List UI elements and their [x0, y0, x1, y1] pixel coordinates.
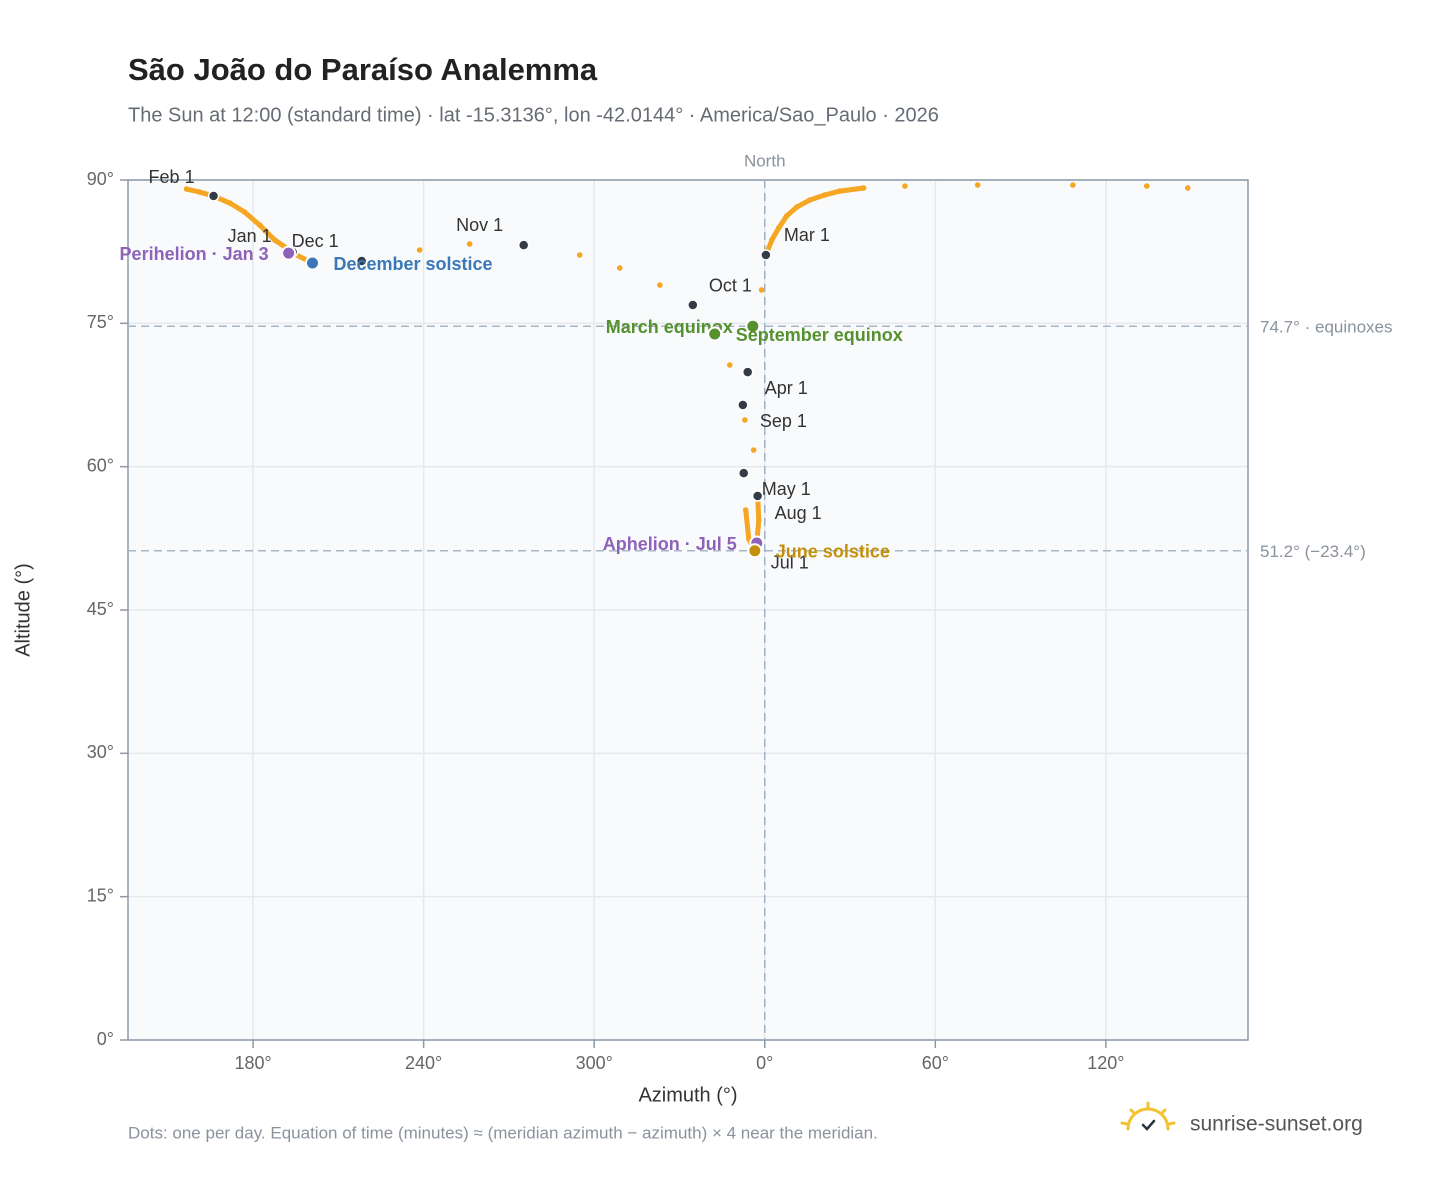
event-label: March equinox — [606, 317, 733, 337]
month-marker — [741, 366, 754, 378]
month-label: Feb 1 — [149, 167, 195, 187]
day-dot — [794, 204, 800, 210]
month-marker — [517, 239, 530, 251]
day-dot — [836, 188, 843, 194]
event-marker — [304, 255, 320, 271]
reference-label: 51.2° (−23.4°) — [1260, 542, 1366, 561]
month-label: Aug 1 — [775, 503, 822, 523]
x-tick-label: 180° — [234, 1053, 271, 1073]
day-dot — [902, 183, 908, 189]
day-dot — [758, 287, 765, 293]
month-marker — [687, 299, 699, 311]
event-label: December solstice — [333, 254, 492, 274]
day-dot — [466, 241, 473, 247]
day-dot — [750, 447, 757, 453]
day-dot — [1144, 183, 1150, 189]
event-marker — [281, 245, 297, 261]
day-dot — [726, 362, 733, 368]
chart-title: São João do Paraíso Analemma — [128, 52, 598, 87]
month-label: Dec 1 — [292, 231, 339, 251]
day-dot — [616, 265, 623, 271]
brand-logo — [1120, 1101, 1176, 1131]
day-dot — [769, 237, 775, 243]
y-axis-label: Altitude (°) — [12, 563, 34, 657]
month-label: Mar 1 — [784, 225, 830, 245]
x-tick-label: 60° — [922, 1053, 949, 1073]
month-label: Sep 1 — [760, 411, 807, 431]
x-axis-label: Azimuth (°) — [638, 1084, 737, 1106]
day-dot — [226, 200, 233, 206]
y-tick-label: 45° — [87, 599, 114, 619]
path-segment — [242, 209, 263, 228]
day-dot — [271, 237, 278, 243]
y-tick-label: 60° — [87, 455, 114, 475]
day-dot — [256, 222, 263, 228]
meridian-label: North — [744, 151, 786, 170]
event-label: September equinox — [736, 325, 903, 345]
day-dot — [775, 225, 782, 231]
day-dot — [742, 507, 749, 513]
day-dot — [1184, 185, 1191, 191]
month-label: Nov 1 — [456, 215, 503, 235]
path-segment — [837, 185, 867, 194]
y-tick-label: 90° — [87, 169, 114, 189]
path-segment — [743, 507, 752, 542]
month-label: Jul 1 — [771, 553, 809, 573]
month-marker — [207, 190, 220, 202]
month-marker — [760, 249, 772, 261]
event-marker — [707, 326, 723, 342]
y-tick-label: 0° — [97, 1029, 114, 1049]
day-dot — [806, 197, 813, 203]
path-segment — [227, 200, 248, 215]
day-dot — [657, 282, 663, 288]
month-label: Jan 1 — [228, 226, 272, 246]
day-dot — [974, 182, 981, 188]
x-tick-label: 120° — [1087, 1053, 1124, 1073]
day-dot — [196, 189, 203, 195]
month-marker — [751, 490, 764, 502]
x-tick-label: 300° — [576, 1053, 613, 1073]
path-segment — [257, 222, 278, 243]
day-dot — [860, 185, 867, 191]
month-marker — [737, 467, 750, 479]
event-label: Aphelion · Jul 5 — [603, 534, 737, 554]
event-label: Perihelion · Jan 3 — [120, 244, 269, 264]
day-dot — [416, 247, 423, 253]
chart-subtitle: The Sun at 12:00 (standard time) · lat -… — [128, 104, 939, 126]
month-label: Oct 1 — [709, 276, 752, 296]
month-label: May 1 — [762, 479, 811, 499]
day-dot — [783, 213, 790, 219]
day-dot — [742, 417, 748, 423]
footnote: Dots: one per day. Equation of time (min… — [128, 1123, 878, 1142]
y-tick-label: 15° — [87, 885, 114, 905]
day-dot — [1070, 182, 1076, 188]
brand-name: sunrise-sunset.org — [1190, 1113, 1363, 1136]
reference-label: 74.7° · equinoxes — [1260, 318, 1393, 337]
month-label: Apr 1 — [765, 378, 808, 398]
plot-border — [127, 179, 1249, 1041]
event-label: June solstice — [776, 542, 890, 562]
day-dot — [821, 192, 828, 198]
month-marker — [355, 255, 368, 267]
day-dot — [755, 517, 762, 523]
event-marker — [745, 318, 761, 334]
day-dot — [241, 209, 248, 215]
x-tick-label: 240° — [405, 1053, 442, 1073]
y-tick-label: 75° — [87, 312, 114, 332]
day-dot — [183, 186, 190, 192]
event-marker — [747, 543, 763, 559]
day-dot — [576, 252, 583, 258]
x-tick-label: 0° — [756, 1053, 773, 1073]
y-tick-label: 30° — [87, 742, 114, 762]
month-marker — [737, 399, 749, 411]
